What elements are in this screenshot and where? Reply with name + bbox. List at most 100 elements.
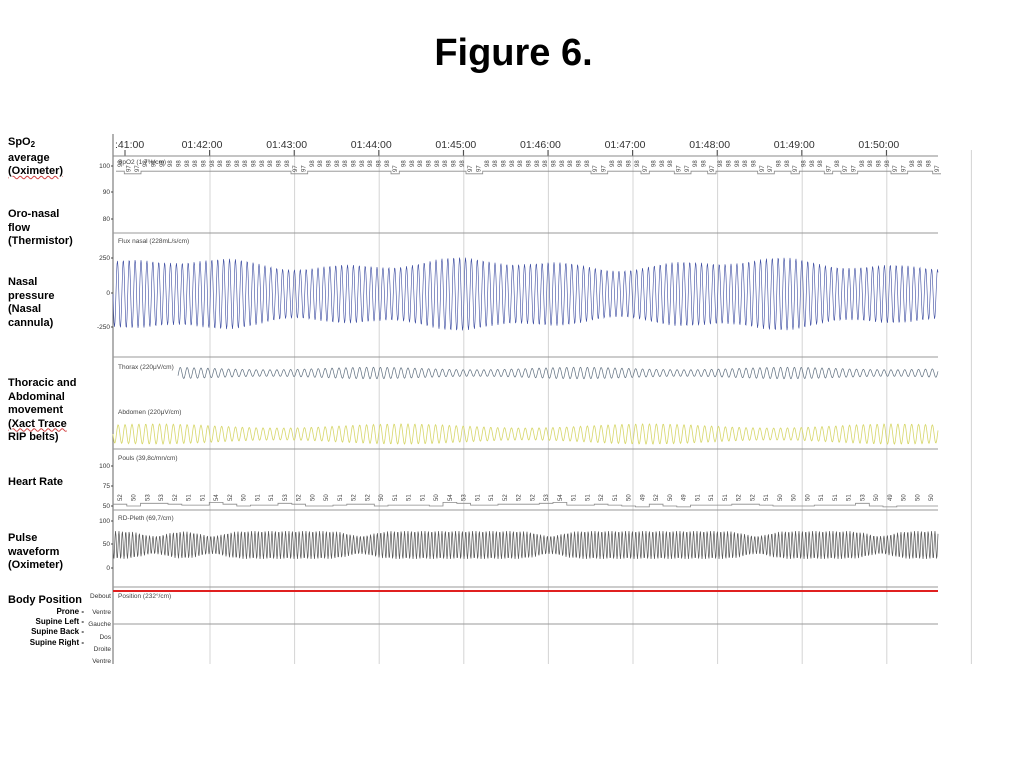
time-tick-label: 01:46:00 [520,139,561,151]
pulse-rate-value-label: 51 [200,494,206,501]
pulse-rate-trace [113,502,938,508]
pulse-rate-y-tick-label: 100 [99,463,110,470]
pulse-rate-value-label: 51 [489,494,495,501]
spo2-value-label: 98 [652,160,658,167]
label-spo2: SpO2 average (Oximeter) [8,136,64,177]
spo2-value-label: 98 [402,160,408,167]
pulse-rate-value-label: 50 [805,494,811,501]
spo2-value-label: 98 [585,160,591,167]
spo2-value-label: 98 [668,160,674,167]
spo2-value-label: 97 [127,165,133,172]
label-nasal-pressure: Nasal pressure (Nasal cannula) [8,276,55,329]
spo2-value-label: 98 [727,160,733,167]
spo2-value-label: 98 [910,160,916,167]
spo2-value-label: 98 [252,160,258,167]
spo2-value-label: 98 [310,160,316,167]
time-tick-label: 01:47:00 [605,139,646,151]
pulse-rate-value-label: 52 [173,494,179,501]
time-tick-label: 01:45:00 [435,139,476,151]
spo2-value-label: 98 [493,160,499,167]
spo2-value-label: 98 [527,160,533,167]
spo2-value-label: 97 [710,165,716,172]
pulse-rate-value-label: 53 [860,494,866,501]
pulse-rate-value-label: 52 [228,494,234,501]
spo2-value-label: 97 [477,165,483,172]
spo2-value-label: 98 [560,160,566,167]
spo2-value-label: 97 [793,165,799,172]
pulse-rate-value-label: 51 [393,494,399,501]
position-category-label: Droite [94,646,112,653]
pulse-rate-value-label: 51 [187,494,193,501]
spo2-value-label: 98 [268,160,274,167]
spo2-value-label: 98 [535,160,541,167]
spo2-value-label: 98 [435,160,441,167]
spo2-value-label: 98 [510,160,516,167]
spo2-value-label: 98 [285,160,291,167]
time-tick-label: 01:43:00 [266,139,307,151]
time-tick-label: 01:50:00 [858,139,899,151]
pulse-rate-value-label: 50 [792,494,798,501]
pulse-rate-value-label: 52 [599,494,605,501]
spo2-value-label: 98 [802,160,808,167]
pleth-channel-name: RD-Pleth (69,7/cm) [118,515,174,522]
spo2-value-label: 97 [935,165,941,172]
pulse-rate-y-tick-label: 75 [103,483,111,490]
spo2-value-label: 98 [693,160,699,167]
pulse-rate-value-label: 51 [847,494,853,501]
spo2-value-label: 97 [643,165,649,172]
spo2-value-label: 97 [602,165,608,172]
pleth-y-tick-label: 50 [103,541,111,548]
position-category-label: Debout [90,593,111,600]
pulse-rate-value-label: 51 [709,494,715,501]
thorax-channel-name: Thorax (220μV/cm) [118,364,174,371]
spo2-value-label: 97 [852,165,858,172]
pulse-rate-value-label: 51 [833,494,839,501]
position-category-label: Dos [99,634,111,641]
spo2-value-label: 98 [210,160,216,167]
position-category-label: Ventre [92,658,111,665]
nasal-flow-trace [112,257,939,331]
spo2-value-label: 97 [893,165,899,172]
pulse-rate-value-label: 52 [118,494,124,501]
spo2-value-label: 98 [352,160,358,167]
nasal-flow-y-tick-label: 250 [99,255,110,262]
pulse-rate-value-label: 50 [379,494,385,501]
pulse-rate-value-label: 51 [613,494,619,501]
pulse-rate-value-label: 50 [434,494,440,501]
nasal-flow-y-tick-label: 0 [106,290,110,297]
pulse-rate-value-label: 52 [530,494,536,501]
spo2-value-label: 98 [877,160,883,167]
spo2-value-label: 98 [552,160,558,167]
spo2-value-label: 98 [168,160,174,167]
pulse-rate-value-label: 52 [352,494,358,501]
spo2-value-label: 98 [260,160,266,167]
spo2-value-label: 97 [768,165,774,172]
pulse-rate-value-label: 52 [517,494,523,501]
time-tick-label: 01:44:00 [351,139,392,151]
spo2-y-tick-label: 90 [103,189,111,196]
spo2-value-label: 98 [360,160,366,167]
pulse-rate-value-label: 52 [365,494,371,501]
spo2-value-label: 98 [718,160,724,167]
spo2-value-label: 98 [860,160,866,167]
spo2-value-label: 98 [143,160,149,167]
pulse-rate-value-label: 51 [255,494,261,501]
pulse-rate-value-label: 50 [310,494,316,501]
label-prone: Prone - [56,607,84,616]
position-category-label: Gauche [88,621,111,628]
spo2-value-label: 98 [702,160,708,167]
pulse-rate-value-label: 51 [420,494,426,501]
pulse-rate-value-label: 50 [929,494,935,501]
pulse-rate-value-label: 51 [269,494,275,501]
pulse-rate-value-label: 52 [750,494,756,501]
pulse-rate-value-label: 51 [764,494,770,501]
pleth-trace [112,531,939,559]
spo2-value-label: 98 [235,160,241,167]
spo2-value-label: 97 [468,165,474,172]
pulse-rate-value-label: 51 [475,494,481,501]
spo2-value-label: 98 [327,160,333,167]
spo2-value-label: 98 [885,160,891,167]
spo2-value-label: 97 [302,165,308,172]
spo2-value-label: 98 [427,160,433,167]
